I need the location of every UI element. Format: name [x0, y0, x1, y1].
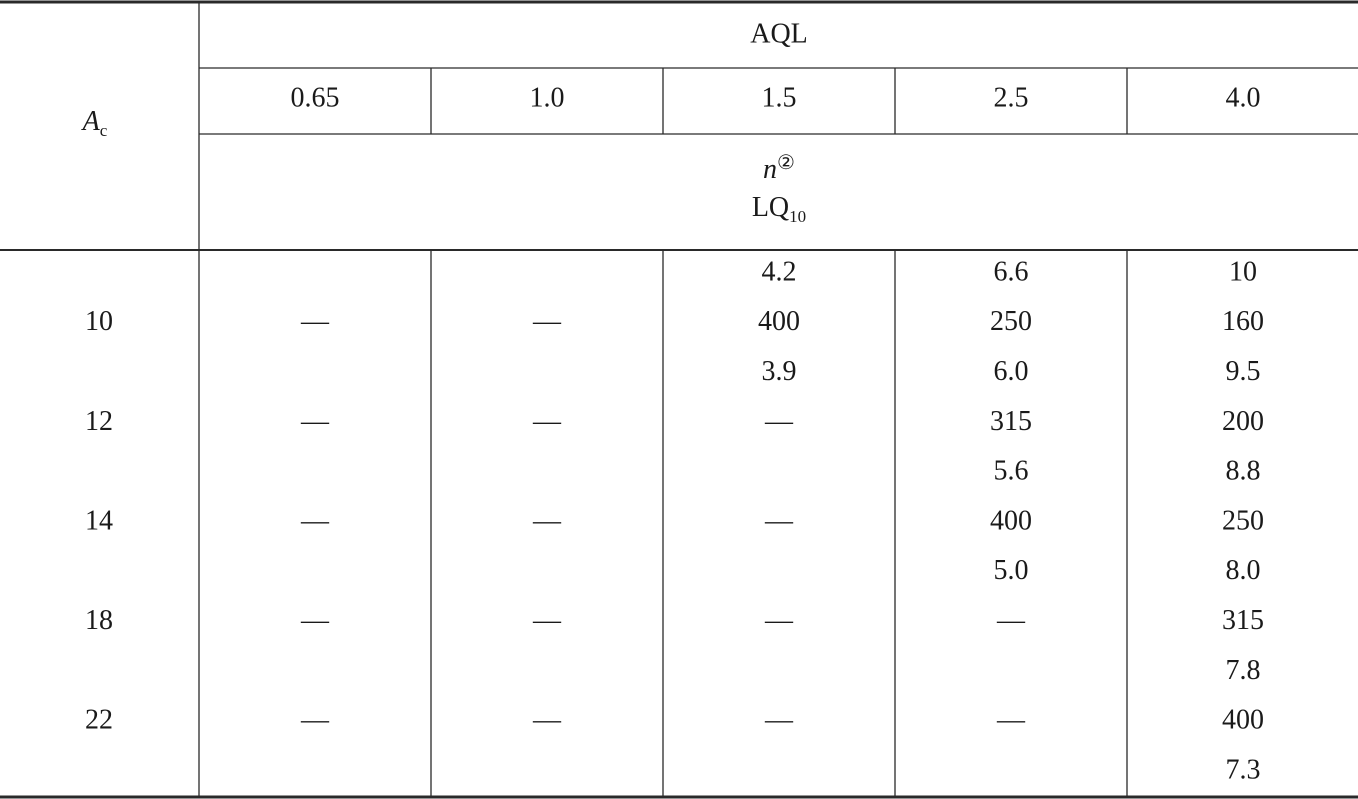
symbol: n: [763, 154, 777, 185]
cell-value: 7.8: [1226, 655, 1261, 686]
cell-value: 4.2: [762, 256, 797, 287]
cell-value: 7.3: [1226, 754, 1261, 785]
cell-value: 5.0: [994, 555, 1029, 586]
cell-value: 400: [1222, 705, 1264, 736]
cell-value: —: [764, 705, 794, 736]
cell-value: —: [532, 406, 562, 437]
n-label: n②: [763, 152, 795, 186]
cell-value: —: [300, 605, 330, 636]
cell-value: 250: [1222, 505, 1264, 536]
cell-value: —: [532, 705, 562, 736]
aql-value: 0.65: [291, 82, 340, 113]
ac-value: 10: [85, 306, 113, 337]
cell-value: 315: [990, 406, 1032, 437]
cell-value: —: [300, 306, 330, 337]
cell-value: —: [996, 605, 1026, 636]
subscript: 10: [789, 207, 806, 226]
text: LQ: [752, 192, 789, 223]
cell-value: —: [300, 705, 330, 736]
symbol: A: [81, 106, 101, 137]
cell-value: 315: [1222, 605, 1264, 636]
aql-value: 1.5: [762, 82, 797, 113]
cell-value: 6.0: [994, 356, 1029, 387]
cell-value: —: [764, 505, 794, 536]
aql-value: 4.0: [1226, 82, 1261, 113]
aql-value: 2.5: [994, 82, 1029, 113]
cell-value: 6.6: [994, 256, 1029, 287]
cell-value: 160: [1222, 306, 1264, 337]
column-rules: [430, 68, 1128, 797]
aql-value: 1.0: [530, 82, 565, 113]
cell-value: 10: [1229, 256, 1257, 287]
superscript: ②: [777, 152, 795, 174]
cell-value: 9.5: [1226, 356, 1261, 387]
cell-value: 8.8: [1226, 456, 1261, 487]
cell-value: —: [532, 605, 562, 636]
ac-value: 14: [85, 505, 113, 536]
cell-value: 400: [990, 505, 1032, 536]
cell-value: —: [532, 306, 562, 337]
cell-value: 250: [990, 306, 1032, 337]
ac-value: 12: [85, 406, 113, 437]
cell-value: —: [532, 505, 562, 536]
cell-value: 3.9: [762, 356, 797, 387]
cell-value: —: [300, 505, 330, 536]
cell-value: —: [764, 605, 794, 636]
cell-value: 400: [758, 306, 800, 337]
ac-value: 22: [85, 705, 113, 736]
corner-label: Ac: [81, 106, 108, 139]
cell-value: 200: [1222, 406, 1264, 437]
aql-label: AQL: [750, 18, 808, 49]
cell-value: —: [300, 406, 330, 437]
cell-value: —: [764, 406, 794, 437]
ac-value: 18: [85, 605, 113, 636]
subscript: c: [100, 121, 108, 140]
cell-value: 8.0: [1226, 555, 1261, 586]
lq-label: LQ10: [752, 192, 806, 225]
cell-value: 5.6: [994, 456, 1029, 487]
cell-value: —: [996, 705, 1026, 736]
cells: 0.65 1.0 1.5 2.5 4.0 4.2 6.6 10 10 — — 400 250 160 3.9…: [85, 82, 1264, 785]
